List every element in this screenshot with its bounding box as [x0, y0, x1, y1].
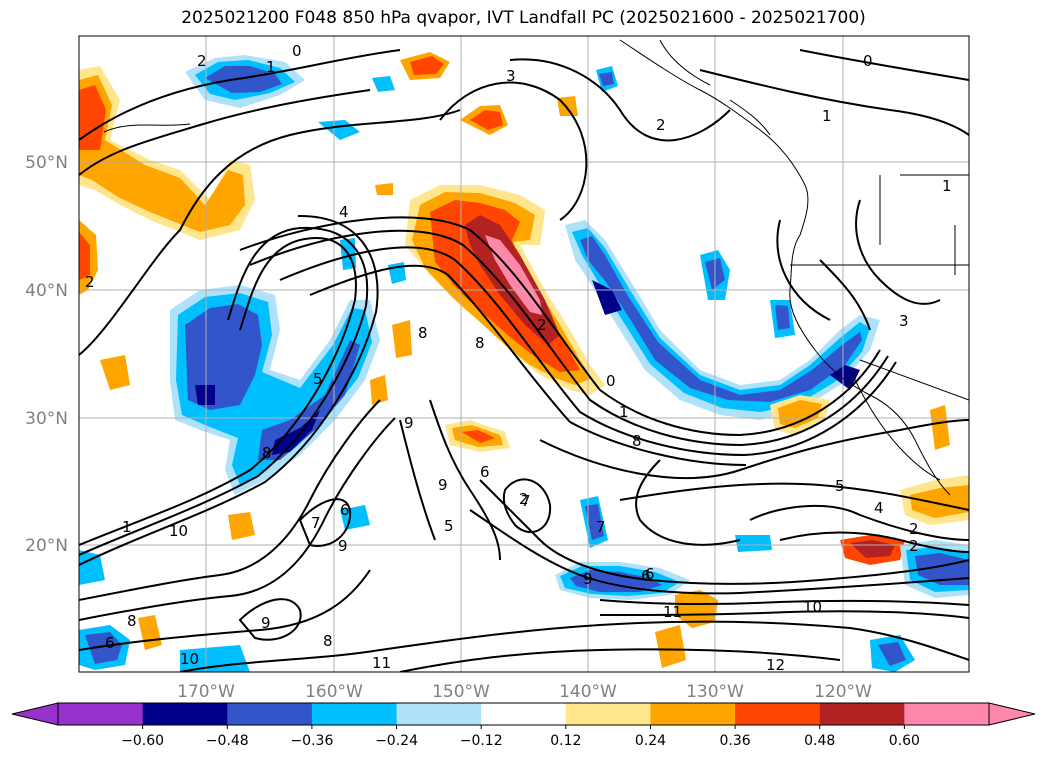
contour-label: 12	[766, 656, 785, 674]
lon-tick-label: 130°W	[686, 682, 744, 702]
contour-label: 2	[197, 52, 207, 70]
colorbar-tick-label: 0.60	[889, 733, 920, 749]
colorbar-segment	[904, 703, 990, 725]
lon-axis: 170°W 160°W 150°W 140°W 130°W 120°W	[177, 682, 872, 702]
contour-label: 1	[122, 518, 132, 536]
contour-label-group: 2 0 1 3 0 2 1 1 2 4 2 8 8 5 8 9 9 6 2 0 …	[85, 42, 952, 674]
colorbar-tick-label: 0.12	[550, 733, 581, 749]
colorbar-tick-label: 0.24	[635, 733, 666, 749]
contour-label: 1	[942, 177, 952, 195]
contour-label: 7	[311, 514, 321, 532]
colorbar-under-arrow	[11, 702, 59, 726]
colorbar-tick-label: −0.48	[206, 733, 249, 749]
contour-label: 7	[596, 518, 606, 536]
contour-label: 8	[475, 334, 485, 352]
contour-label: 6	[340, 501, 350, 519]
contour-label: 2	[656, 116, 666, 134]
contour-label: 2	[909, 537, 919, 555]
contour-label: 6	[645, 565, 655, 583]
lon-tick-label: 140°W	[559, 682, 617, 702]
lon-tick-label: 150°W	[432, 682, 490, 702]
colorbar-segment	[481, 703, 567, 725]
contour-label: 3	[506, 67, 516, 85]
contour-label: 3	[899, 312, 909, 330]
contour-label: 11	[372, 654, 391, 672]
contour-label: 6	[105, 634, 115, 652]
colorbar-segment	[819, 703, 905, 725]
colorbar-tick-label: −0.60	[121, 733, 164, 749]
contour-label: 9	[261, 614, 271, 632]
contour-label: 5	[444, 517, 454, 535]
lat-tick-label: 40°N	[25, 281, 68, 301]
contour-label: 9	[338, 537, 348, 555]
colorbar-tick-label: −0.36	[290, 733, 333, 749]
contour-label: 2	[537, 316, 547, 334]
contour-label: 10	[803, 598, 822, 616]
contour-label: 8	[323, 632, 333, 650]
lat-tick-label: 20°N	[25, 536, 68, 556]
lon-tick-label: 170°W	[177, 682, 235, 702]
contour-label: 10	[169, 522, 188, 540]
lat-tick-label: 30°N	[25, 409, 68, 429]
contour-label: 10	[180, 650, 199, 668]
ivt-contours	[79, 49, 969, 672]
contour-label: 6	[480, 463, 490, 481]
contour-label: 0	[606, 372, 616, 390]
coastlines	[103, 39, 969, 496]
graticule	[79, 36, 969, 672]
contour-label: 11	[663, 603, 682, 621]
contour-label: 1	[266, 58, 276, 76]
colorbar-segment	[311, 703, 398, 725]
contour-label: 0	[292, 42, 302, 60]
contour-label: 4	[339, 203, 349, 221]
colorbar-over-arrow	[988, 702, 1036, 726]
contour-label: 5	[835, 477, 845, 495]
colorbar-segment	[396, 703, 482, 725]
contour-label: 7	[521, 492, 531, 510]
contour-label: 8	[632, 432, 642, 450]
contour-label: 1	[619, 403, 629, 421]
colorbar-tick-label: 0.48	[804, 733, 835, 749]
contour-label: 8	[262, 444, 272, 462]
colorbar-segment	[58, 703, 144, 725]
colorbar-segment	[565, 703, 651, 725]
lon-tick-label: 160°W	[305, 682, 363, 702]
lat-tick-label: 50°N	[25, 153, 68, 173]
map-title: 2025021200 F048 850 hPa qvapor, IVT Land…	[181, 8, 866, 28]
lat-axis: 50°N 40°N 30°N 20°N	[25, 153, 68, 556]
colorbar-segment	[142, 703, 228, 725]
contour-label: 9	[583, 570, 593, 588]
plot-frame	[78, 35, 970, 673]
contour-label: 4	[874, 499, 884, 517]
contour-label: 6	[641, 567, 651, 585]
colorbar: −0.60 −0.48 −0.36 −0.24 −0.12 0.12 0.24 0.36 0.4…	[11, 702, 1036, 749]
contour-label: 0	[863, 52, 873, 70]
contour-label: 9	[404, 414, 414, 432]
colorbar-segment	[227, 703, 313, 725]
contour-label: 8	[418, 324, 428, 342]
contour-label: 9	[438, 476, 448, 494]
colorbar-tick-label: 0.36	[720, 733, 751, 749]
qvapor-anomaly-fill	[79, 52, 969, 672]
contour-label: 2	[85, 273, 95, 291]
lon-tick-label: 120°W	[814, 682, 872, 702]
colorbar-tick-label: −0.24	[375, 733, 418, 749]
contour-label: 8	[127, 612, 137, 630]
contour-label: 1	[822, 107, 832, 125]
colorbar-frame	[57, 702, 990, 726]
colorbar-segment	[650, 703, 736, 725]
contour-label: 5	[313, 370, 323, 388]
colorbar-segment	[735, 703, 821, 725]
colorbar-tick-label: −0.12	[460, 733, 503, 749]
contour-label: 2	[909, 520, 919, 538]
contour-label: 2	[519, 490, 529, 508]
